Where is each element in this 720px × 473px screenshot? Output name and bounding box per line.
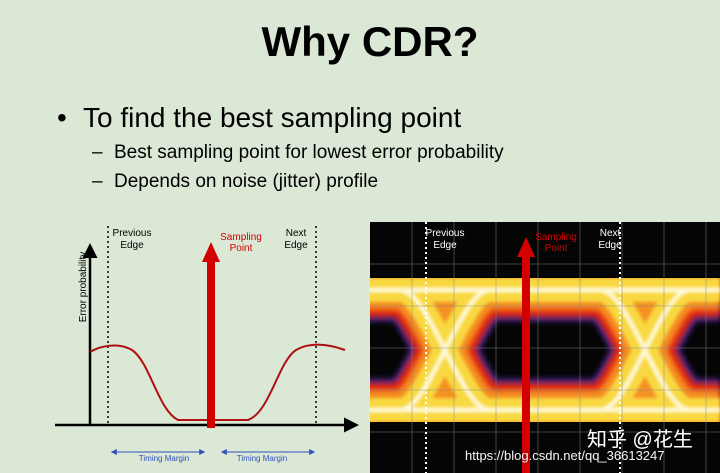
sampling-label: Sampling Point	[220, 232, 262, 254]
slide-title: Why CDR?	[262, 18, 479, 65]
sub-bullet-marker: –	[92, 171, 103, 192]
bullet-marker: •	[57, 102, 67, 133]
edge-label: Previous Edge	[113, 228, 152, 251]
timing-margin-label: Timing Margin	[237, 454, 287, 463]
watermark-site: 知乎 @花生	[587, 428, 693, 451]
sampling-arrow-head	[517, 237, 535, 257]
sampling-arrow	[522, 255, 530, 473]
edge-label: Next Edge	[598, 228, 622, 251]
edge-label: Previous Edge	[426, 228, 465, 251]
sub-bullet: Best sampling point for lowest error pro…	[114, 142, 504, 163]
sub-bullet-marker: –	[92, 142, 103, 163]
sub-bullet: Depends on noise (jitter) profile	[114, 171, 378, 192]
edge-label: Next Edge	[284, 228, 308, 251]
eye-diagram: Previous Edge Sampling Point Next Edge	[370, 222, 720, 473]
error-probability-diagram: Previous Edge Sampling Point Next Edge Erro…	[55, 226, 359, 463]
sampling-arrow	[207, 260, 215, 428]
timing-margin-label: Timing Margin	[139, 454, 189, 463]
sampling-arrow-head	[202, 242, 220, 262]
y-axis-label: Error probability	[78, 252, 89, 323]
sampling-label: Sampling Point	[535, 232, 577, 254]
watermark-url: https://blog.csdn.net/qq_36613247	[465, 448, 665, 463]
error-curve	[89, 343, 346, 421]
bullet: To find the best sampling point	[83, 102, 461, 133]
eye-traces	[370, 222, 720, 473]
